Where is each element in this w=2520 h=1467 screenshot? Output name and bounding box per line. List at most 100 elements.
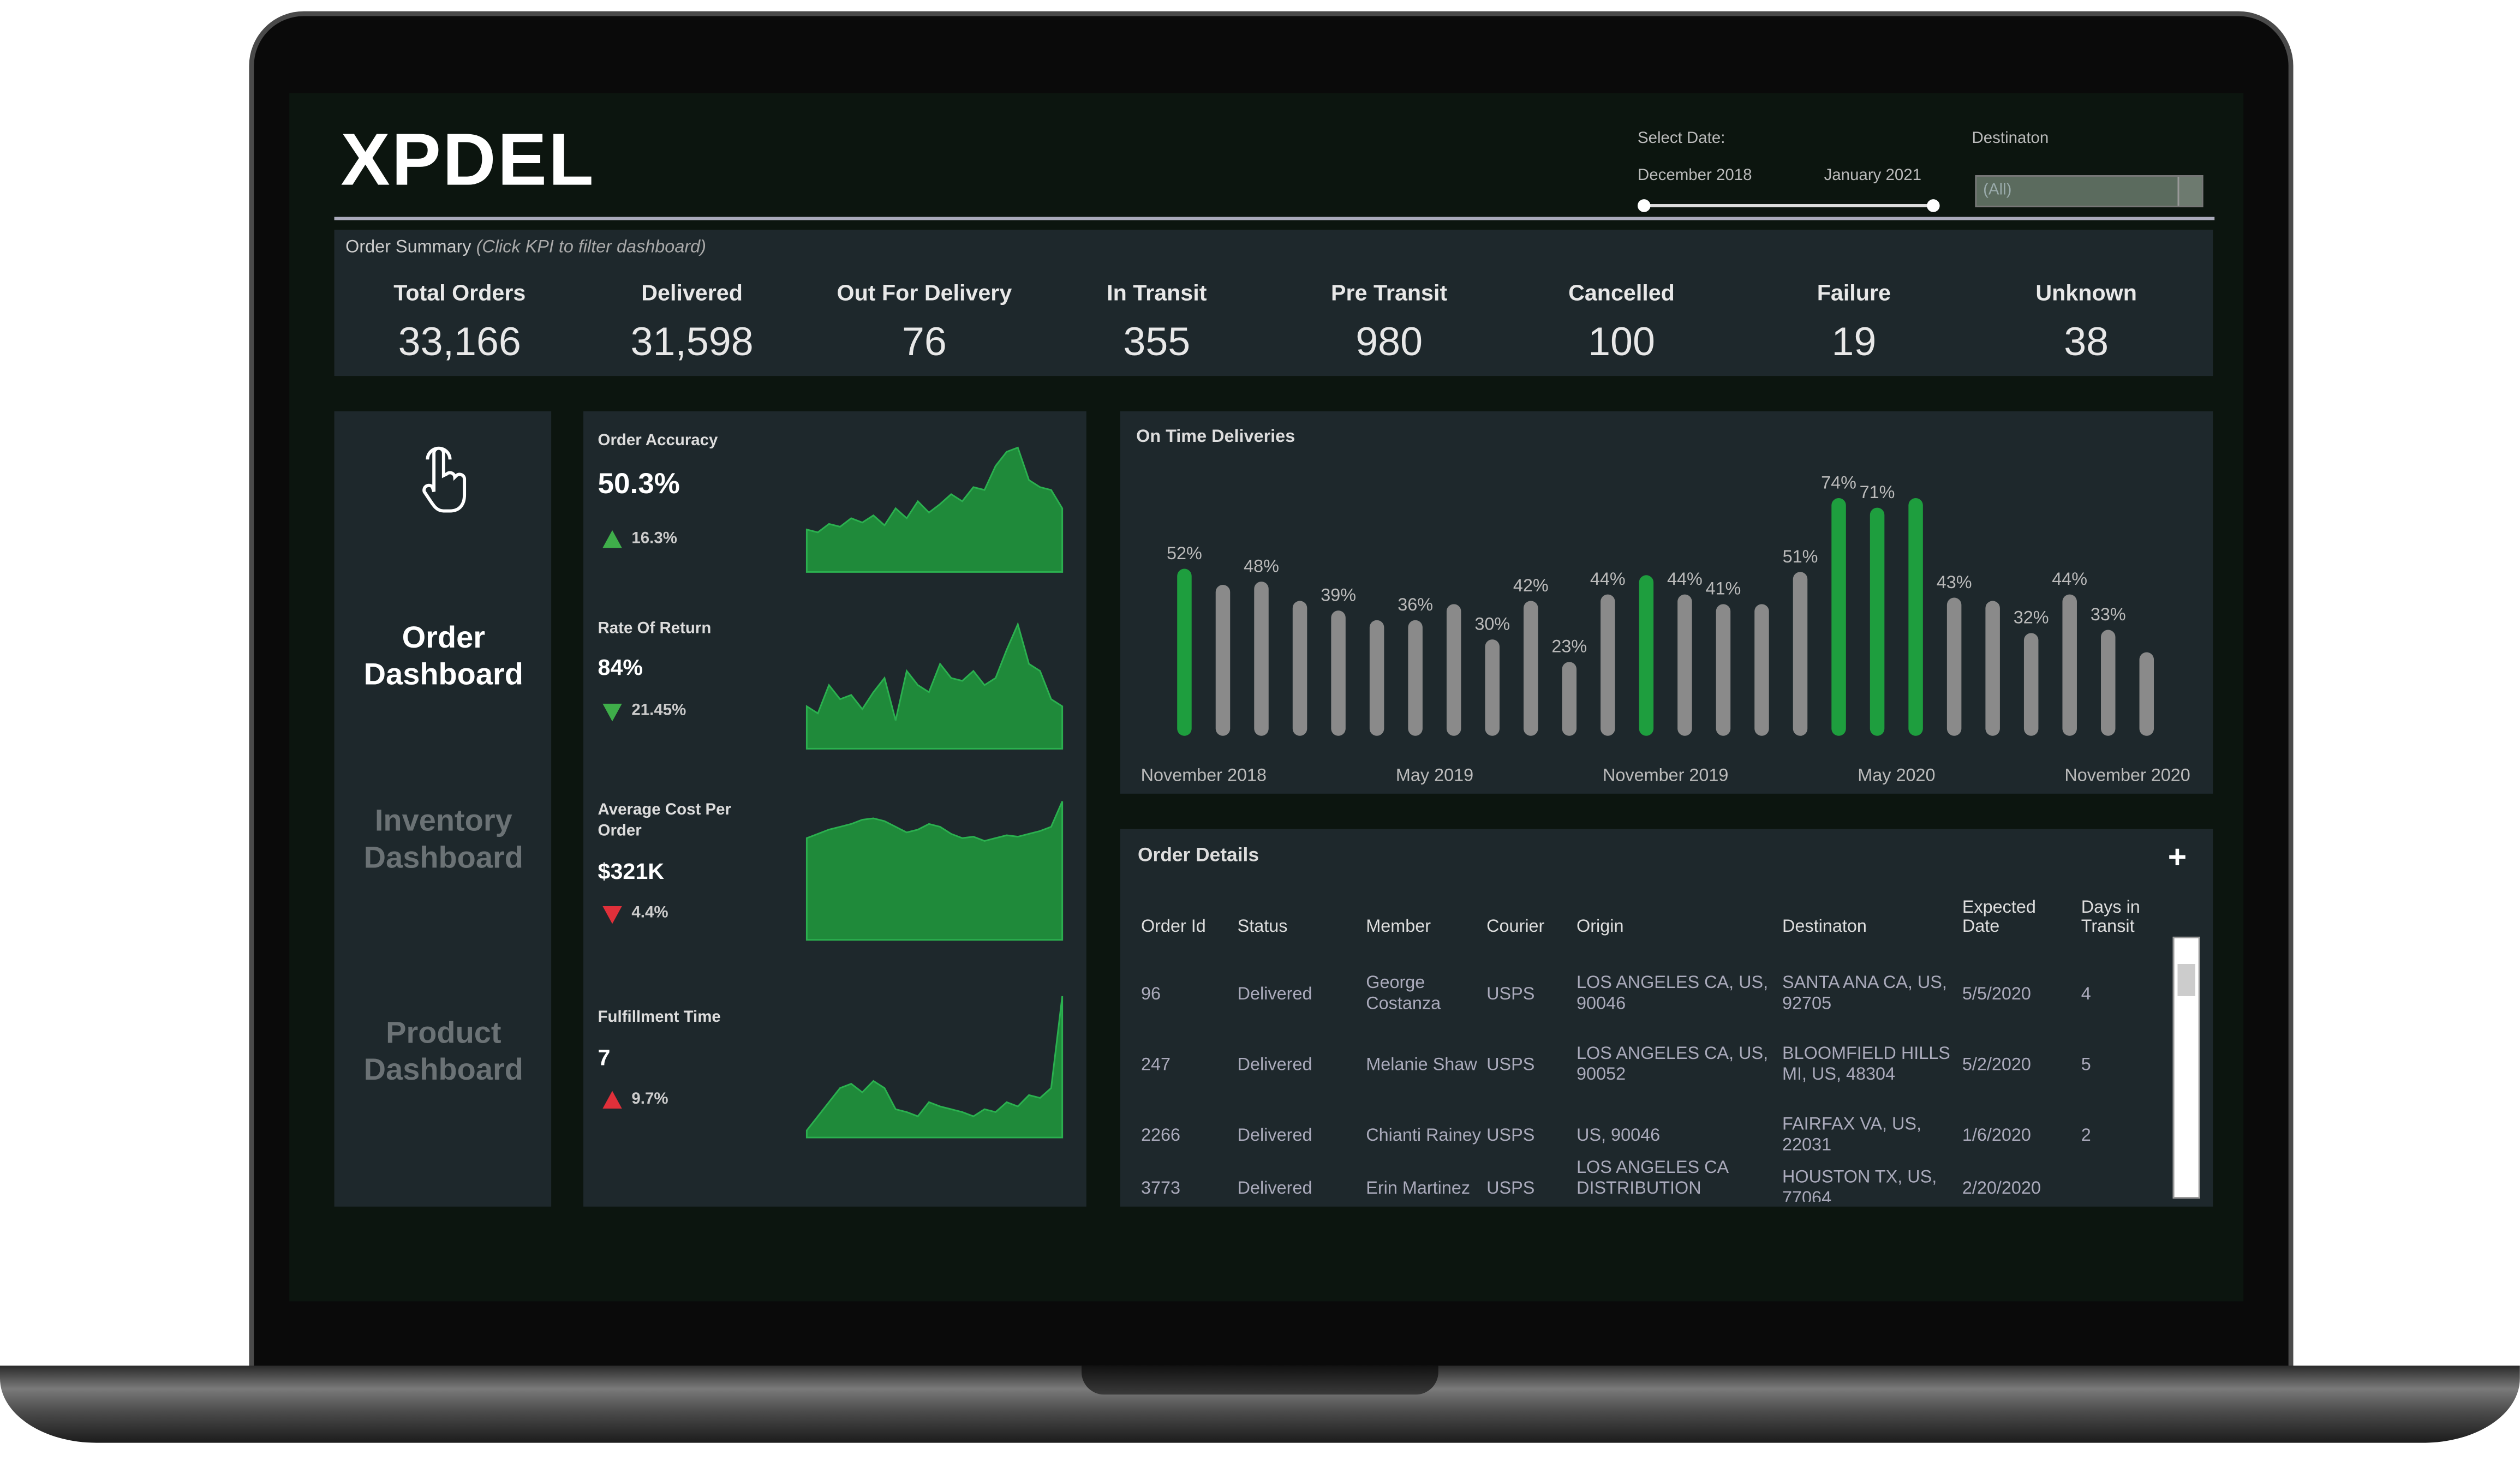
select-date-label: Select Date: [1637, 130, 1725, 148]
column-header: Days in Transit [2081, 898, 2140, 937]
table-cell: Delivered [1237, 1055, 1312, 1074]
summary-panel [334, 230, 2213, 376]
hand-icon-path [422, 446, 467, 513]
column-header: Expected Date [1962, 898, 2036, 937]
on-time-panel [1120, 411, 2213, 794]
scrollbar[interactable] [2172, 936, 2200, 1199]
destination-dropdown[interactable] [1975, 175, 2203, 207]
column-header: Member [1366, 917, 1431, 937]
slider-handle-start[interactable] [1637, 199, 1651, 212]
table-cell: USPS [1486, 984, 1535, 1004]
table-cell: 1/6/2020 [1962, 1125, 2031, 1145]
on-time-title: On Time Deliveries [1136, 427, 1295, 447]
table-cell: Chianti Rainey [1366, 1125, 1481, 1145]
kpi-value[interactable]: 100 [1588, 320, 1655, 365]
metric-title: Order Accuracy [598, 432, 718, 450]
metric-change: 4.4% [631, 905, 668, 923]
table-cell: 2 [2081, 1125, 2091, 1145]
order-details-title: Order Details [1138, 843, 1259, 866]
table-cell: 3773 [1140, 1178, 1181, 1198]
summary-title: Order Summary (Click KPI to filter dashb… [345, 238, 706, 257]
table-cell: 4 [2081, 984, 2091, 1004]
nav-item[interactable]: Inventory Dashboard [363, 805, 523, 876]
destination-value[interactable]: (All) [1983, 181, 2012, 200]
scrollbar-thumb[interactable] [2177, 964, 2195, 996]
kpi-label[interactable]: Failure [1817, 279, 1891, 306]
metric-change: 9.7% [631, 1091, 668, 1109]
metric-title: Fulfillment Time [598, 1009, 721, 1027]
table-cell: 5/5/2020 [1962, 984, 2031, 1004]
kpi-value[interactable]: 19 [1831, 320, 1877, 365]
metric-change: 16.3% [631, 530, 677, 548]
column-header: Destinaton [1782, 917, 1867, 937]
kpi-value[interactable]: 76 [901, 320, 947, 365]
column-header: Courier [1486, 917, 1545, 937]
table-cell: 5 [2081, 1055, 2091, 1074]
table-cell: 2266 [1140, 1125, 1181, 1145]
order-details-panel [1120, 829, 2213, 1207]
metric-title: Rate Of Return [598, 620, 712, 638]
table-cell: USPS [1486, 1055, 1535, 1074]
table-cell: LOS ANGELES CA DISTRIBUTION CENTER, US [1577, 1157, 1728, 1202]
table-cell: LOS ANGELES CA, US, 90046 [1577, 973, 1769, 1014]
kpi-value[interactable]: 980 [1355, 320, 1423, 365]
table-body: 96 Delivered George Costanza USPS LOS ANGELE… [1120, 948, 2165, 1202]
date-slider[interactable] [1642, 204, 1935, 207]
summary-title-text: Order Summary [345, 237, 471, 258]
table-cell: FAIRFAX VA, US, 22031 [1782, 1115, 1922, 1155]
kpi-label[interactable]: Cancelled [1568, 279, 1675, 306]
column-header: Origin [1577, 917, 1624, 937]
kpi-label[interactable]: In Transit [1107, 279, 1207, 306]
metric-value: 50.3% [598, 467, 680, 500]
table-cell: 2/20/2020 [1962, 1178, 2041, 1198]
logo: XPDEL [341, 117, 595, 201]
table-cell: HOUSTON TX, US, 77064 [1782, 1168, 1937, 1202]
kpi-value[interactable]: 355 [1123, 320, 1191, 365]
table-cell: Erin Martinez [1366, 1178, 1471, 1198]
metric-value: $321K [598, 858, 665, 884]
nav-panel [334, 411, 552, 1207]
kpi-label[interactable]: Out For Delivery [837, 279, 1012, 306]
table-cell: US, 90046 [1577, 1125, 1661, 1145]
slider-handle-end[interactable] [1927, 199, 1940, 212]
metric-change: 21.45% [631, 702, 686, 720]
table-cell: LOS ANGELES CA, US, 90052 [1577, 1044, 1769, 1085]
metric-title: Average Cost Per Order [598, 801, 731, 841]
metric-value: 84% [598, 654, 643, 680]
column-header: Status [1237, 917, 1288, 937]
table-cell: 247 [1140, 1055, 1171, 1074]
expand-icon[interactable]: + [2167, 840, 2187, 876]
destination-label: Destinaton [1972, 130, 2049, 148]
header-rule [334, 217, 2215, 220]
table-cell: 5/2/2020 [1962, 1055, 2031, 1074]
laptop-notch [1081, 1366, 1438, 1395]
date-start: December 2018 [1637, 167, 1752, 185]
kpi-value[interactable]: 38 [2064, 320, 2109, 365]
kpi-label[interactable]: Unknown [2035, 279, 2137, 306]
table-cell: Delivered [1237, 1125, 1312, 1145]
hand-icon [422, 446, 467, 513]
table-cell: USPS [1486, 1125, 1535, 1145]
dropdown-arrow[interactable] [2177, 176, 2202, 206]
kpi-label[interactable]: Delivered [641, 279, 743, 306]
date-end: January 2021 [1824, 167, 1922, 185]
summary-hint: (Click KPI to filter dashboard) [476, 237, 706, 258]
table-cell: Delivered [1237, 1178, 1312, 1198]
nav-item[interactable]: Order Dashboard [363, 621, 523, 693]
table-cell: USPS [1486, 1178, 1535, 1198]
table-cell: BLOOMFIELD HILLS MI, US, 48304 [1782, 1044, 1950, 1085]
table-cell: Melanie Shaw [1366, 1055, 1477, 1074]
kpi-value[interactable]: 33,166 [398, 320, 521, 365]
metric-value: 7 [598, 1044, 611, 1070]
table-cell: Delivered [1237, 984, 1312, 1004]
kpi-value[interactable]: 31,598 [630, 320, 754, 365]
table-cell: SANTA ANA CA, US, 92705 [1782, 973, 1947, 1014]
table-cell: George Costanza [1366, 973, 1441, 1014]
table-cell: 96 [1140, 984, 1161, 1004]
kpi-label[interactable]: Total Orders [393, 279, 526, 306]
nav-item[interactable]: Product Dashboard [363, 1017, 523, 1088]
column-header: Order Id [1140, 917, 1206, 937]
kpi-label[interactable]: Pre Transit [1331, 279, 1448, 306]
